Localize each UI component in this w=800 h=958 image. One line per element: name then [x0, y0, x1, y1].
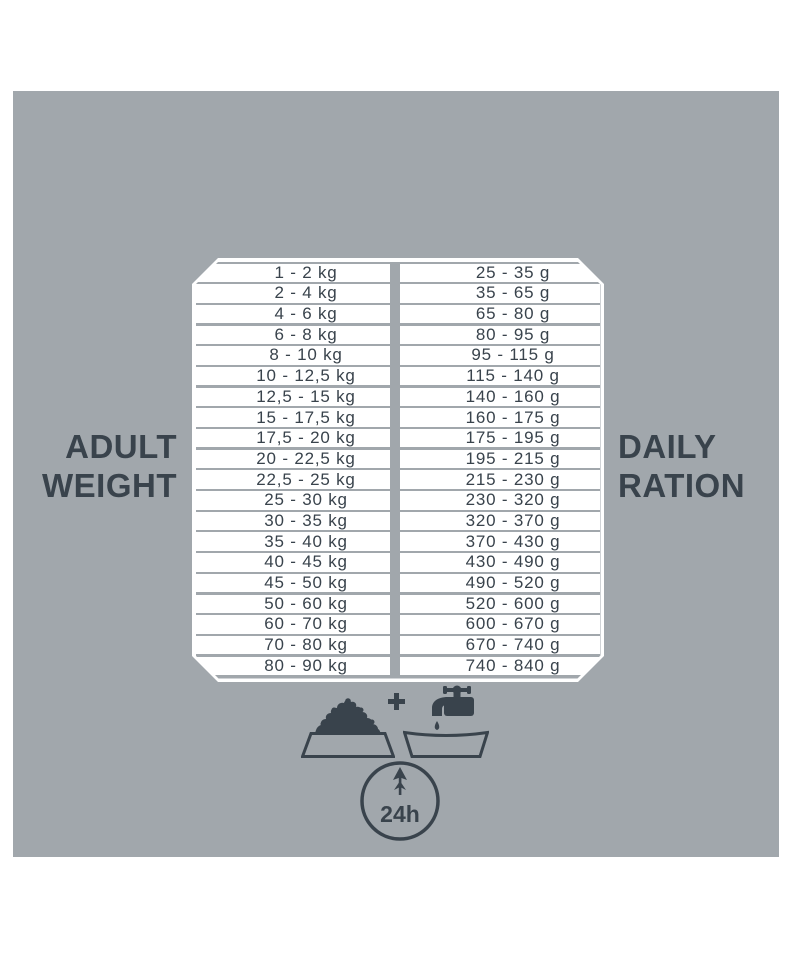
feeding-table-rows: 1 - 2 kg 25 - 35 g 2 - 4 kg 35 - 65 g 4 - 6 …: [196, 264, 600, 677]
ration-cell: 95 - 115 g: [400, 346, 600, 364]
adult-weight-line1: ADULT: [65, 428, 177, 465]
ration-cell: 160 - 175 g: [400, 408, 600, 426]
weight-cell: 25 - 30 kg: [196, 491, 390, 509]
ration-cell: 215 - 230 g: [400, 470, 600, 488]
water-bowl-icon: [403, 730, 489, 758]
adult-weight-line2: WEIGHT: [42, 467, 177, 504]
weight-cell: 4 - 6 kg: [196, 305, 390, 323]
feeding-table: 1 - 2 kg 25 - 35 g 2 - 4 kg 35 - 65 g 4 - 6 …: [192, 258, 604, 682]
weight-cell: 60 - 70 kg: [196, 615, 390, 633]
ration-cell: 230 - 320 g: [400, 491, 600, 509]
ration-cell: 35 - 65 g: [400, 284, 600, 302]
ration-cell: 600 - 670 g: [400, 615, 600, 633]
weight-cell: 2 - 4 kg: [196, 284, 390, 302]
weight-cell: 1 - 2 kg: [196, 264, 390, 282]
ration-cell: 430 - 490 g: [400, 553, 600, 571]
duration-badge: 24h: [360, 761, 440, 841]
ration-cell: 195 - 215 g: [400, 450, 600, 468]
weight-cell: 15 - 17,5 kg: [196, 408, 390, 426]
ration-cell: 320 - 370 g: [400, 512, 600, 530]
weight-cell: 12,5 - 15 kg: [196, 388, 390, 406]
weight-cell: 8 - 10 kg: [196, 346, 390, 364]
ration-cell: 740 - 840 g: [400, 657, 600, 675]
ration-cell: 140 - 160 g: [400, 388, 600, 406]
water-tap-icon: [432, 685, 474, 730]
weight-cell: 35 - 40 kg: [196, 532, 390, 550]
ration-cell: 490 - 520 g: [400, 574, 600, 592]
daily-ration-line2: RATION: [618, 467, 746, 504]
weight-cell: 45 - 50 kg: [196, 574, 390, 592]
kibble-mound-icon: [315, 698, 381, 734]
ration-cell: 520 - 600 g: [400, 595, 600, 613]
weight-cell: 40 - 45 kg: [196, 553, 390, 571]
circle-outline: [360, 761, 440, 841]
daily-ration-label: DAILY RATION: [618, 427, 745, 505]
food-bowl-icon: [301, 732, 395, 758]
ration-cell: 80 - 95 g: [400, 326, 600, 344]
weight-cell: 6 - 8 kg: [196, 326, 390, 344]
ration-cell: 670 - 740 g: [400, 636, 600, 654]
weight-cell: 30 - 35 kg: [196, 512, 390, 530]
ration-cell: 25 - 35 g: [400, 264, 600, 282]
weight-cell: 70 - 80 kg: [196, 636, 390, 654]
weight-cell: 17,5 - 20 kg: [196, 429, 390, 447]
weight-cell: 22,5 - 25 kg: [196, 470, 390, 488]
weight-cell: 20 - 22,5 kg: [196, 450, 390, 468]
weight-cell: 80 - 90 kg: [196, 657, 390, 675]
weight-cell: 10 - 12,5 kg: [196, 367, 390, 385]
ration-cell: 370 - 430 g: [400, 532, 600, 550]
adult-weight-label: ADULT WEIGHT: [13, 427, 177, 505]
ration-cell: 175 - 195 g: [400, 429, 600, 447]
plus-icon: [388, 693, 405, 710]
ration-cell: 115 - 140 g: [400, 367, 600, 385]
background-panel: ADULT WEIGHT DAILY RATION 1 - 2 kg 25 - 3…: [13, 91, 779, 857]
weight-cell: 50 - 60 kg: [196, 595, 390, 613]
daily-ration-line1: DAILY: [618, 428, 717, 465]
duration-label: 24h: [380, 801, 420, 827]
ration-cell: 65 - 80 g: [400, 305, 600, 323]
up-arrow-icon: [393, 767, 407, 795]
